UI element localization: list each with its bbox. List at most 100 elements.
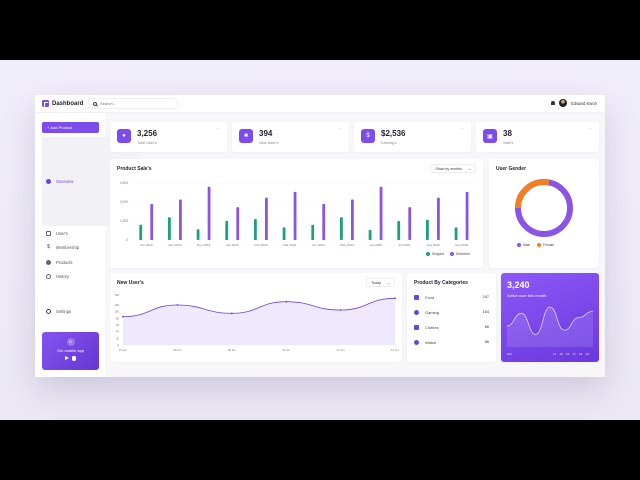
- apple-icon[interactable]: [72, 356, 76, 361]
- new-users-card: New User's Today ⌄ 0 20 40 60 80 100 120 150 07 …: [110, 273, 402, 362]
- products-icon: [46, 259, 51, 265]
- legend-label: Male: [523, 243, 531, 247]
- active-users-card: 3,240 Active user this month 202 14 15 16 17…: [501, 273, 599, 362]
- svg-text:Feb 2020: Feb 2020: [254, 243, 267, 247]
- dropdown-value: Show by months: [435, 166, 462, 171]
- months-dropdown[interactable]: Show by months ⌄: [430, 164, 476, 173]
- stat-card-total-users: ● 3,256 Total User's ···: [110, 122, 227, 152]
- svg-text:0: 0: [117, 343, 119, 347]
- svg-text:60: 60: [116, 323, 120, 327]
- x-axis-label: 14: [553, 352, 557, 356]
- sidebar-item-label: Membership: [56, 245, 80, 251]
- app-title: Dashboard: [52, 100, 84, 107]
- stat-value: 3,256: [137, 129, 158, 138]
- legend-dot: [537, 243, 541, 247]
- user-name[interactable]: Edward Kwon: [571, 100, 597, 106]
- top-bar: Dashboard Edward Kwon: [35, 95, 605, 113]
- svg-text:100: 100: [114, 310, 119, 314]
- sidebar-item-label: Overview: [56, 179, 74, 184]
- user-gender-card: User Gender Male Female: [489, 159, 599, 268]
- svg-text:Aug 2020: Aug 2020: [426, 243, 440, 247]
- svg-text:09 am: 09 am: [228, 348, 237, 352]
- stat-label: New User's: [259, 141, 279, 145]
- dollar-icon: $: [46, 244, 51, 251]
- user-add-icon: ■: [239, 129, 253, 143]
- time-range-dropdown[interactable]: Today ⌄: [366, 278, 395, 287]
- card-title: User Gender: [496, 166, 527, 172]
- svg-text:Mar 2020: Mar 2020: [283, 243, 296, 247]
- get-mobile-app-card[interactable]: D Get mobile app: [42, 332, 99, 370]
- category-value: 86: [484, 340, 489, 344]
- legend-dot: [517, 243, 521, 247]
- dashboard-window: Dashboard Edward Kwon + Add Product Over…: [35, 95, 605, 377]
- stat-card-new-users: ■ 394 New User's ···: [232, 122, 349, 152]
- svg-text:Apr 2020: Apr 2020: [312, 243, 325, 247]
- google-play-icon[interactable]: [65, 356, 69, 360]
- search-input[interactable]: [100, 101, 170, 106]
- svg-text:Sep 2020: Sep 2020: [455, 243, 469, 247]
- category-row-food[interactable]: Food 247: [414, 293, 489, 301]
- x-axis-label: 18: [579, 352, 583, 356]
- main-content: ● 3,256 Total User's ··· ■ 394 New User'…: [105, 113, 605, 377]
- card-title: Product Sale's: [117, 166, 152, 172]
- svg-text:150: 150: [114, 293, 119, 297]
- food-icon: [414, 294, 419, 300]
- more-icon[interactable]: ···: [338, 126, 342, 131]
- more-icon[interactable]: ···: [460, 126, 464, 131]
- stat-value: 394: [259, 129, 273, 138]
- bell-icon[interactable]: [551, 101, 556, 105]
- category-row-watch[interactable]: Watch 86: [414, 338, 489, 346]
- search-box[interactable]: [88, 98, 178, 109]
- stat-label: Earning's: [381, 141, 397, 145]
- app-logo-icon: D: [66, 338, 75, 346]
- dropdown-value: Today: [371, 280, 381, 285]
- stat-value: 38: [503, 129, 512, 138]
- stat-label: Sale's: [503, 141, 514, 145]
- sales-icon: ▣: [483, 129, 497, 143]
- add-product-button[interactable]: + Add Product: [42, 122, 99, 133]
- more-icon[interactable]: ···: [588, 126, 592, 131]
- svg-text:Nov 2019: Nov 2019: [168, 243, 182, 247]
- svg-text:80: 80: [116, 316, 120, 320]
- svg-text:120: 120: [114, 303, 119, 307]
- new-users-chart: 0 20 40 60 80 100 120 150 07 am 08 am 09 am 10 am 11…: [114, 293, 399, 352]
- svg-text:4,500: 4,500: [120, 181, 128, 185]
- search-icon: [93, 101, 97, 106]
- sidebar-item-label: Products: [56, 259, 73, 265]
- clothes-icon: [414, 324, 419, 330]
- users-icon: ●: [117, 129, 131, 143]
- svg-text:0: 0: [126, 238, 128, 242]
- card-title: Product By Categories: [414, 280, 468, 286]
- stat-label: Total User's: [137, 141, 157, 145]
- stat-value: $2,536: [381, 129, 406, 138]
- logo[interactable]: Dashboard: [42, 100, 83, 107]
- gaming-icon: [414, 309, 419, 315]
- mobile-app-label: Get mobile app: [56, 348, 85, 353]
- sidebar-item-products[interactable]: Products: [42, 255, 99, 270]
- category-label: Watch: [425, 339, 437, 345]
- svg-text:Oct 2019: Oct 2019: [140, 243, 153, 247]
- categories-card: Product By Categories Food 247 Gaming 16…: [407, 273, 496, 362]
- category-label: Food: [425, 294, 435, 300]
- legend-dot: [450, 252, 454, 256]
- category-label: Clothes: [425, 324, 439, 330]
- sidebar-item-users[interactable]: User's: [42, 226, 99, 241]
- user-area: Edward Kwon: [551, 99, 597, 107]
- sidebar-item-membership[interactable]: $ Membership: [42, 241, 99, 256]
- category-row-clothes[interactable]: Clothes 86: [414, 323, 489, 331]
- legend-delivered: Delivered: [450, 252, 470, 256]
- category-label: Gaming: [425, 309, 440, 315]
- sidebar-item-history[interactable]: History: [42, 270, 99, 285]
- svg-text:20: 20: [116, 336, 120, 340]
- category-row-gaming[interactable]: Gaming 164: [414, 308, 489, 316]
- svg-text:1,500: 1,500: [120, 219, 128, 223]
- x-axis-label: 17: [572, 352, 576, 356]
- active-users-label: Active user this month: [507, 293, 547, 298]
- sidebar-item-settings[interactable]: Settings: [46, 309, 71, 314]
- sidebar-item-label: User's: [56, 230, 68, 236]
- more-icon[interactable]: ···: [216, 126, 220, 131]
- avatar[interactable]: [559, 99, 568, 107]
- x-axis-label: 16: [566, 352, 570, 356]
- active-users-chart: [506, 306, 594, 347]
- settings-label: Settings: [56, 309, 72, 314]
